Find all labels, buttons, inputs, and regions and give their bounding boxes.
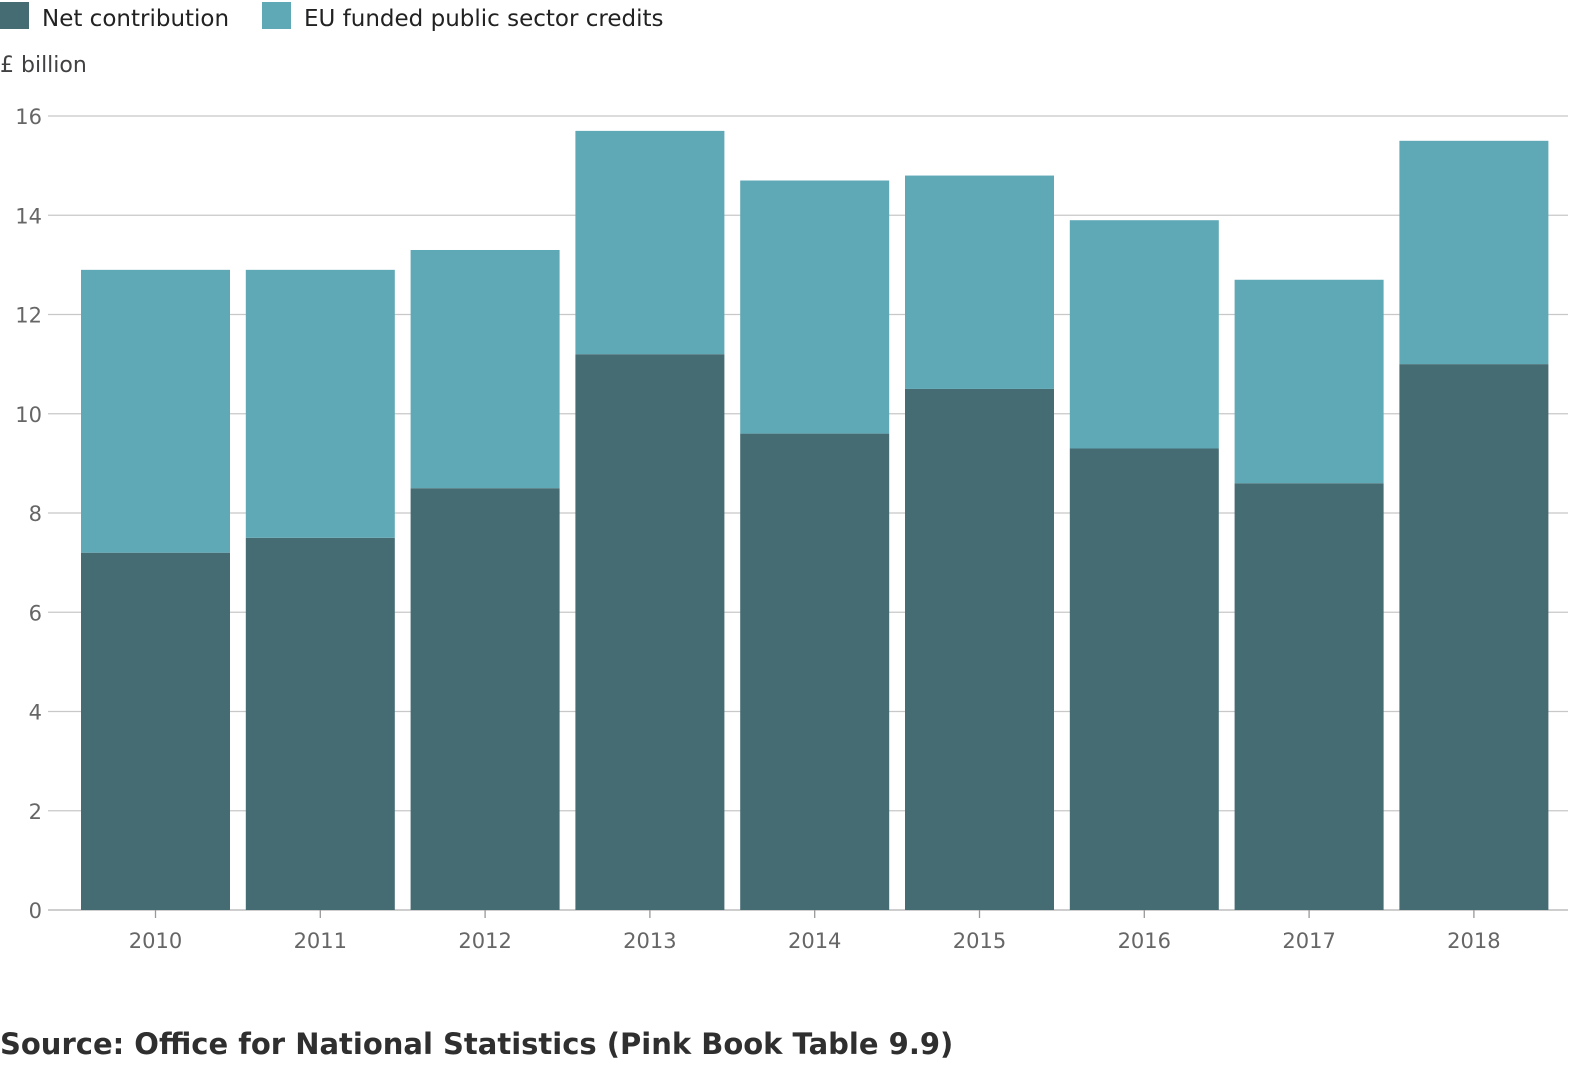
bar-2015-series-0 (905, 388, 1054, 910)
x-tick-label-2016: 2016 (1118, 929, 1171, 953)
bar-2011-series-1 (245, 269, 395, 538)
bar-2016-series-0 (1069, 448, 1219, 910)
y-tick-label-6: 6 (29, 601, 42, 625)
y-tick-label-12: 12 (15, 304, 42, 328)
legend-label-1: EU funded public sector credits (304, 6, 663, 32)
bar-2014-series-1 (740, 180, 890, 434)
bar-2018-series-1 (1399, 140, 1549, 365)
bars-group (81, 130, 1549, 910)
y-tick-label-0: 0 (29, 899, 42, 923)
bar-2016-series-1 (1069, 220, 1219, 449)
y-tick-label-16: 16 (15, 105, 42, 129)
x-tick-label-2015: 2015 (953, 929, 1006, 953)
bar-2013-series-0 (575, 354, 725, 910)
x-tick-label-2017: 2017 (1282, 929, 1335, 953)
legend-swatch-0 (0, 2, 29, 29)
y-tick-label-2: 2 (29, 800, 42, 824)
chart-legend: Net contribution EU funded public sector … (0, 2, 663, 32)
bar-2017-series-0 (1234, 483, 1384, 910)
y-tick-label-8: 8 (29, 502, 42, 526)
bar-2010-series-1 (81, 269, 230, 553)
x-tick-label-2010: 2010 (129, 929, 182, 953)
y-axis-ticks: 0 2 4 6 8 10 12 14 16 (15, 105, 42, 923)
x-tick-label-2013: 2013 (623, 929, 676, 953)
x-tick-label-2014: 2014 (788, 929, 841, 953)
bar-2010-series-0 (81, 552, 230, 910)
bar-2014-series-0 (740, 433, 890, 910)
x-tick-label-2012: 2012 (458, 929, 511, 953)
y-tick-label-14: 14 (15, 204, 42, 228)
source-note: Source: Office for National Statistics (… (0, 1027, 953, 1061)
y-tick-label-4: 4 (29, 701, 42, 725)
bar-2012-series-0 (410, 488, 560, 910)
bar-2017-series-1 (1234, 279, 1384, 484)
bar-2011-series-0 (245, 537, 395, 910)
y-tick-label-10: 10 (15, 403, 42, 427)
bar-2018-series-0 (1399, 364, 1549, 910)
x-tick-label-2018: 2018 (1447, 929, 1500, 953)
legend-swatch-1 (262, 2, 291, 29)
bar-2012-series-1 (410, 249, 560, 489)
legend-label-0: Net contribution (42, 6, 229, 32)
x-tick-label-2011: 2011 (294, 929, 347, 953)
bar-2013-series-1 (575, 130, 725, 355)
y-axis-label: £ billion (0, 53, 87, 78)
x-axis: 2010 2011 2012 2013 2014 2015 2016 2017 2018 (129, 910, 1501, 953)
bar-2015-series-1 (905, 175, 1054, 389)
